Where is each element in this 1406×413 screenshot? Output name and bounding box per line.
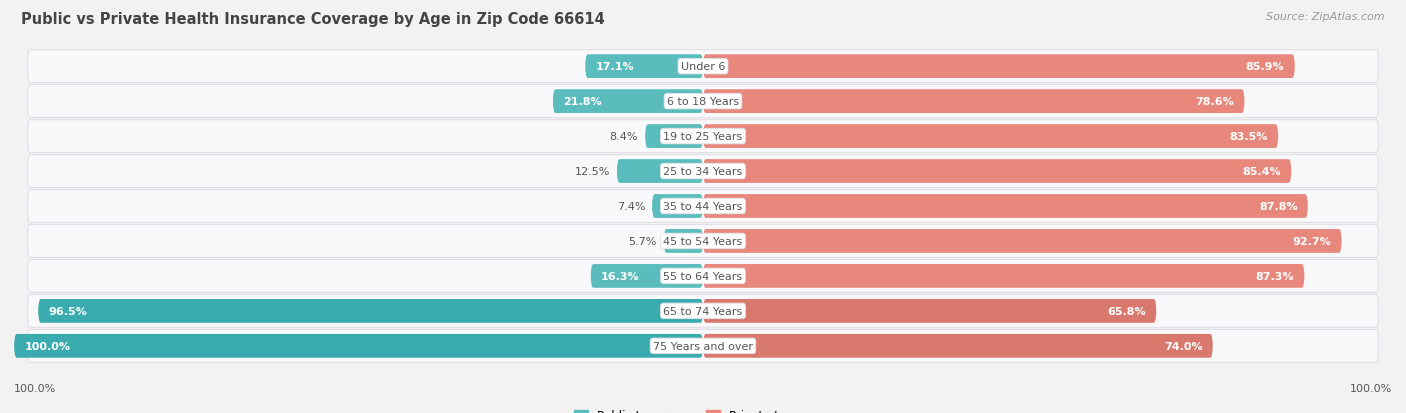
Text: 87.8%: 87.8%: [1258, 202, 1298, 211]
Text: Source: ZipAtlas.com: Source: ZipAtlas.com: [1267, 12, 1385, 22]
Text: 100.0%: 100.0%: [24, 341, 70, 351]
Text: 78.6%: 78.6%: [1195, 97, 1234, 107]
FancyBboxPatch shape: [664, 230, 703, 253]
Text: 65.8%: 65.8%: [1108, 306, 1146, 316]
Text: 7.4%: 7.4%: [617, 202, 645, 211]
Text: 21.8%: 21.8%: [564, 97, 602, 107]
Text: 16.3%: 16.3%: [600, 271, 640, 281]
Text: 45 to 54 Years: 45 to 54 Years: [664, 236, 742, 247]
Text: Public vs Private Health Insurance Coverage by Age in Zip Code 66614: Public vs Private Health Insurance Cover…: [21, 12, 605, 27]
FancyBboxPatch shape: [703, 195, 1308, 218]
Text: 87.3%: 87.3%: [1256, 271, 1294, 281]
FancyBboxPatch shape: [585, 55, 703, 79]
Legend: Public Insurance, Private Insurance: Public Insurance, Private Insurance: [569, 404, 837, 413]
FancyBboxPatch shape: [703, 55, 1295, 79]
Text: 83.5%: 83.5%: [1230, 132, 1268, 142]
Text: Under 6: Under 6: [681, 62, 725, 72]
FancyBboxPatch shape: [703, 264, 1305, 288]
FancyBboxPatch shape: [14, 334, 703, 358]
FancyBboxPatch shape: [28, 295, 1378, 328]
FancyBboxPatch shape: [553, 90, 703, 114]
Text: 5.7%: 5.7%: [628, 236, 657, 247]
Text: 100.0%: 100.0%: [14, 382, 56, 393]
Text: 12.5%: 12.5%: [575, 166, 610, 177]
FancyBboxPatch shape: [617, 160, 703, 183]
FancyBboxPatch shape: [28, 85, 1378, 118]
Text: 92.7%: 92.7%: [1292, 236, 1331, 247]
Text: 19 to 25 Years: 19 to 25 Years: [664, 132, 742, 142]
Text: 25 to 34 Years: 25 to 34 Years: [664, 166, 742, 177]
FancyBboxPatch shape: [38, 299, 703, 323]
FancyBboxPatch shape: [28, 120, 1378, 153]
FancyBboxPatch shape: [703, 230, 1341, 253]
Text: 6 to 18 Years: 6 to 18 Years: [666, 97, 740, 107]
Text: 100.0%: 100.0%: [1350, 382, 1392, 393]
FancyBboxPatch shape: [703, 299, 1156, 323]
Text: 74.0%: 74.0%: [1164, 341, 1202, 351]
FancyBboxPatch shape: [703, 334, 1213, 358]
FancyBboxPatch shape: [28, 225, 1378, 258]
FancyBboxPatch shape: [28, 260, 1378, 293]
FancyBboxPatch shape: [28, 51, 1378, 83]
FancyBboxPatch shape: [703, 160, 1291, 183]
Text: 17.1%: 17.1%: [596, 62, 634, 72]
FancyBboxPatch shape: [28, 190, 1378, 223]
FancyBboxPatch shape: [28, 155, 1378, 188]
FancyBboxPatch shape: [645, 125, 703, 149]
FancyBboxPatch shape: [703, 125, 1278, 149]
Text: 35 to 44 Years: 35 to 44 Years: [664, 202, 742, 211]
Text: 8.4%: 8.4%: [610, 132, 638, 142]
FancyBboxPatch shape: [652, 195, 703, 218]
FancyBboxPatch shape: [28, 330, 1378, 362]
FancyBboxPatch shape: [591, 264, 703, 288]
Text: 96.5%: 96.5%: [48, 306, 87, 316]
Text: 65 to 74 Years: 65 to 74 Years: [664, 306, 742, 316]
FancyBboxPatch shape: [703, 90, 1244, 114]
Text: 85.4%: 85.4%: [1243, 166, 1281, 177]
Text: 75 Years and over: 75 Years and over: [652, 341, 754, 351]
Text: 85.9%: 85.9%: [1246, 62, 1285, 72]
Text: 55 to 64 Years: 55 to 64 Years: [664, 271, 742, 281]
